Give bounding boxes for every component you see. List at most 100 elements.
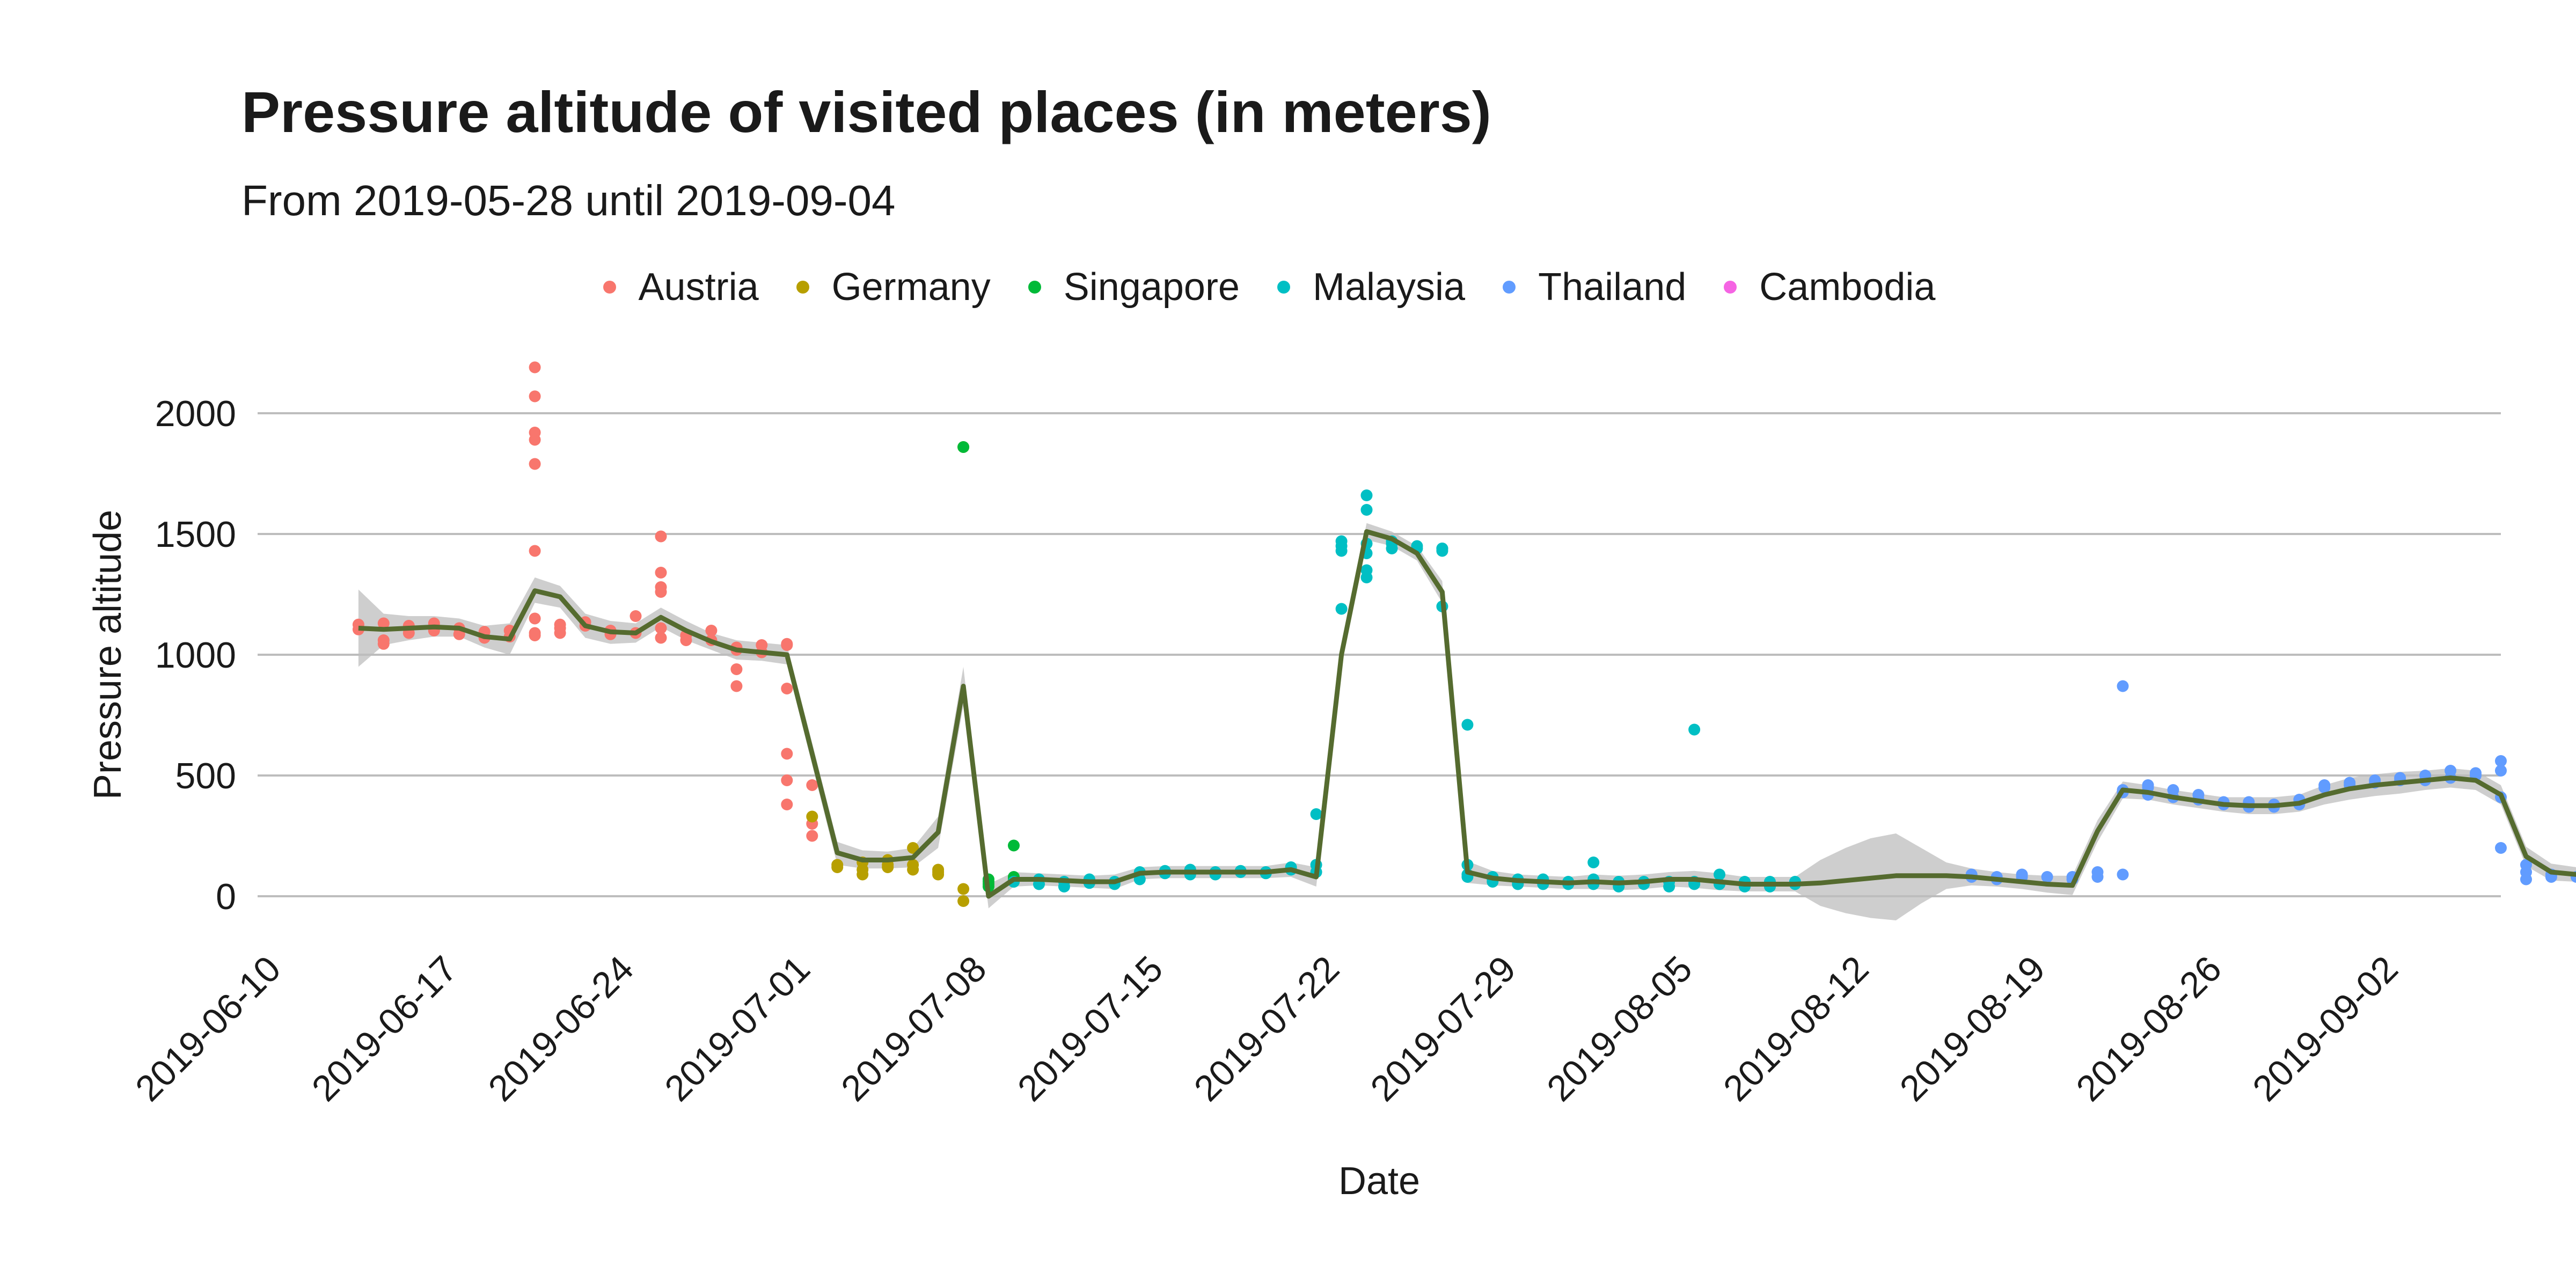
- legend-item-austria: Austria: [603, 265, 759, 309]
- legend-label: Malaysia: [1312, 266, 1466, 309]
- y-tick-label: 1000: [155, 635, 236, 676]
- x-tick-label: 2019-08-26: [2068, 948, 2229, 1109]
- data-point: [377, 617, 390, 630]
- x-tick-label: 2019-07-15: [1010, 948, 1171, 1109]
- data-point: [554, 618, 566, 631]
- data-point: [1663, 881, 1675, 892]
- x-tick-label: 2019-07-22: [1186, 948, 1347, 1109]
- legend-label: Germany: [831, 266, 991, 309]
- data-point: [1360, 564, 1373, 576]
- data-point: [529, 427, 541, 438]
- series-austria: [352, 361, 818, 842]
- legend-item-germany: Germany: [796, 265, 991, 309]
- data-point: [1335, 545, 1348, 557]
- x-tick-label: 2019-06-10: [128, 948, 289, 1109]
- data-point: [655, 530, 667, 543]
- legend-label: Cambodia: [1759, 266, 1936, 309]
- chart-subtitle: From 2019-05-28 until 2019-09-04: [241, 177, 896, 224]
- legend-swatch: [603, 281, 616, 294]
- data-point: [932, 868, 945, 881]
- y-tick-label: 1500: [155, 514, 236, 555]
- x-tick-label: 2019-07-01: [657, 948, 818, 1109]
- y-tick-label: 2000: [155, 393, 236, 434]
- data-point: [630, 610, 642, 622]
- data-point: [1058, 881, 1070, 892]
- legend-swatch: [1277, 281, 1290, 294]
- x-tick-label: 2019-07-08: [833, 948, 994, 1109]
- data-point: [2495, 842, 2507, 854]
- data-point: [529, 361, 541, 374]
- trend-line: [358, 529, 2576, 899]
- x-tick-label: 2019-08-19: [1892, 948, 2053, 1109]
- data-point: [2470, 767, 2482, 779]
- legend: Austria Germany Singapore Malaysia Thailand C…: [0, 258, 2576, 317]
- legend-swatch: [1503, 281, 1516, 294]
- x-tick-label: 2019-06-17: [304, 948, 465, 1109]
- data-point: [680, 634, 692, 646]
- data-point: [781, 638, 793, 650]
- x-tick-label: 2019-08-05: [1539, 948, 1700, 1109]
- data-point: [857, 868, 869, 881]
- data-point: [957, 895, 970, 907]
- data-point: [806, 810, 818, 823]
- data-point: [2117, 680, 2129, 692]
- data-point: [1335, 535, 1348, 547]
- data-point: [2142, 779, 2154, 791]
- y-tick-label: 500: [175, 756, 236, 796]
- data-point: [2117, 868, 2129, 881]
- x-tick-label: 2019-07-29: [1363, 948, 1524, 1109]
- x-axis-title: Date: [1338, 1160, 1420, 1203]
- data-point: [705, 625, 718, 636]
- data-point: [781, 748, 793, 760]
- legend-label: Thailand: [1538, 266, 1687, 309]
- legend-swatch: [1028, 281, 1041, 294]
- data-point: [1461, 719, 1474, 731]
- data-point: [2318, 781, 2331, 794]
- data-point: [1688, 723, 1701, 736]
- data-point: [781, 774, 793, 786]
- data-point: [831, 861, 844, 873]
- data-point: [882, 861, 894, 873]
- data-point: [957, 883, 970, 895]
- data-point: [1714, 868, 1725, 881]
- y-tick-label: 0: [216, 876, 236, 917]
- legend-item-cambodia: Cambodia: [1724, 265, 1935, 309]
- legend-label: Singapore: [1063, 266, 1240, 309]
- legend-item-thailand: Thailand: [1503, 265, 1686, 309]
- series-singapore: [957, 441, 1020, 892]
- data-point: [756, 639, 768, 651]
- data-point: [2520, 873, 2532, 885]
- data-point: [907, 863, 919, 876]
- data-point: [1436, 543, 1448, 554]
- data-point: [377, 638, 390, 650]
- legend-item-singapore: Singapore: [1028, 265, 1240, 309]
- x-tick-label: 2019-09-02: [2245, 948, 2406, 1109]
- chart-title: Pressure altitude of visited places (in …: [241, 79, 1491, 144]
- legend-label: Austria: [638, 266, 759, 309]
- data-point: [730, 680, 743, 692]
- data-point: [781, 799, 793, 810]
- data-point: [1310, 808, 1322, 820]
- data-point: [655, 622, 667, 634]
- legend-swatch: [1724, 281, 1737, 294]
- data-point: [1587, 857, 1600, 868]
- data-point: [529, 612, 541, 625]
- data-point: [781, 683, 793, 694]
- data-point: [1360, 504, 1373, 516]
- data-point: [957, 441, 970, 453]
- data-point: [655, 632, 667, 644]
- data-point: [2091, 866, 2104, 878]
- x-tick-label: 2019-08-12: [1716, 948, 1877, 1109]
- data-point: [1335, 603, 1348, 615]
- data-point: [806, 779, 818, 791]
- data-point: [2016, 868, 2028, 881]
- data-point: [1008, 839, 1020, 852]
- data-point: [2041, 871, 2053, 883]
- data-point: [529, 545, 541, 557]
- data-point: [2495, 755, 2507, 767]
- data-point: [655, 567, 667, 579]
- data-point: [806, 830, 818, 842]
- data-point: [2495, 765, 2507, 777]
- data-point: [655, 581, 667, 593]
- data-point: [529, 627, 541, 639]
